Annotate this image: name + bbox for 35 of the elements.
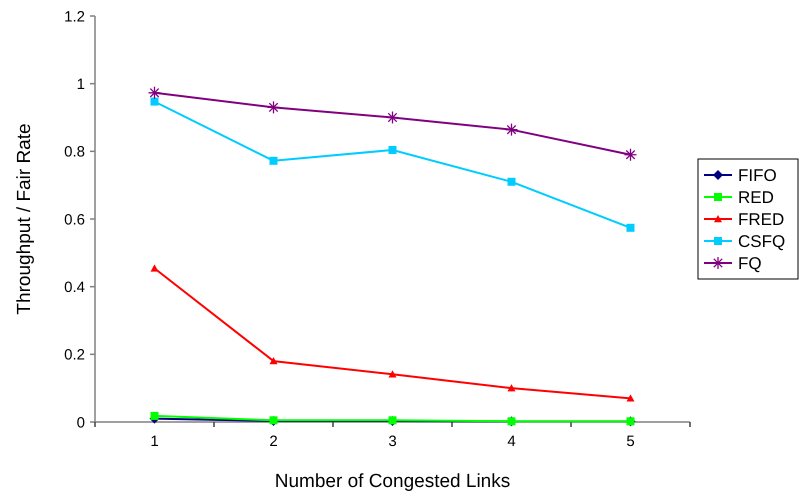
point <box>508 384 516 392</box>
x-tick-label: 4 <box>507 433 516 450</box>
legend-label: FIFO <box>738 166 777 185</box>
point <box>388 146 396 154</box>
y-axis-title: Throughput / Fair Rate <box>14 123 35 315</box>
point <box>266 100 280 114</box>
x-tick-label: 5 <box>626 433 635 450</box>
y-tick-label: 0 <box>76 414 85 432</box>
y-tick-label: 1.2 <box>64 8 85 26</box>
point <box>626 394 634 402</box>
point <box>504 123 518 136</box>
point <box>624 148 638 162</box>
point <box>270 156 278 165</box>
legend-label: FQ <box>738 254 762 273</box>
x-axis-title: Number of Congested Links <box>274 471 510 492</box>
y-tick-label: 0.8 <box>64 144 85 161</box>
x-tick-label: 3 <box>388 433 397 450</box>
y-tick-label: 1 <box>76 76 85 93</box>
x-tick-label: 2 <box>269 433 278 450</box>
legend-label: CSFQ <box>738 232 786 251</box>
legend-label: RED <box>738 188 774 207</box>
point <box>626 224 634 232</box>
point <box>270 357 278 364</box>
point <box>386 110 400 124</box>
point <box>508 178 516 186</box>
point <box>150 412 158 420</box>
y-tick-label: 0.2 <box>64 346 85 364</box>
point <box>148 86 162 100</box>
point <box>388 370 396 378</box>
point <box>150 264 158 272</box>
x-tick-label: 1 <box>150 433 159 450</box>
point <box>150 98 158 106</box>
legend-label: FRED <box>738 210 784 229</box>
y-tick-label: 0.4 <box>64 278 85 296</box>
y-tick-label: 0.6 <box>64 211 85 228</box>
